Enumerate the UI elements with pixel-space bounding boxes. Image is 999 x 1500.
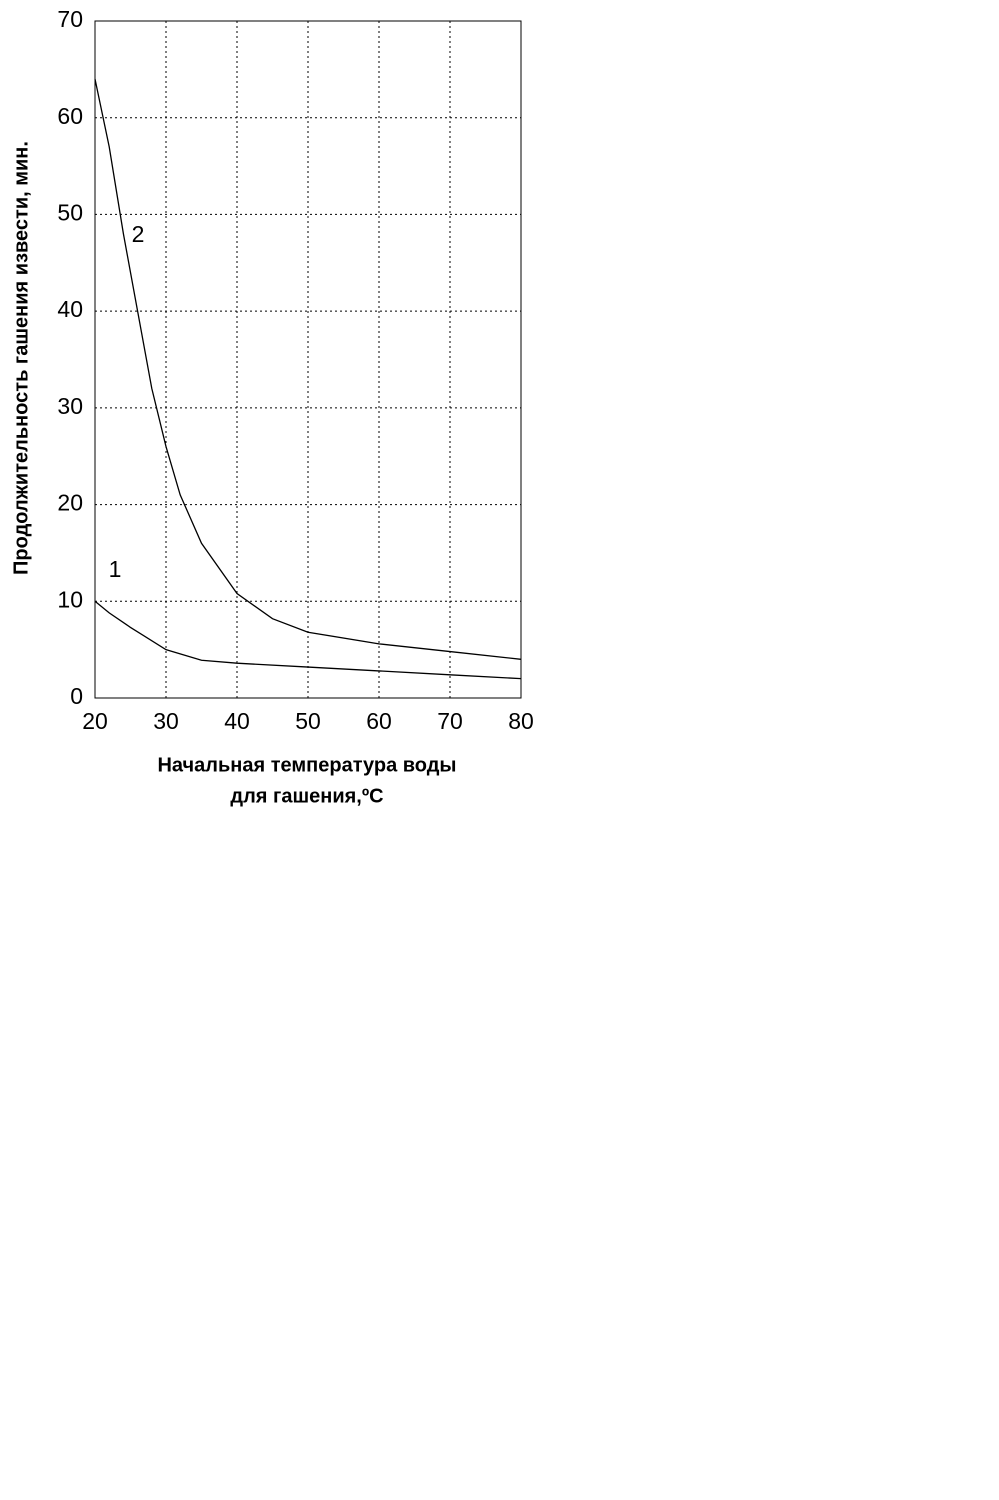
y-tick-label: 0 xyxy=(70,683,83,709)
y-tick-label: 30 xyxy=(57,393,83,419)
y-tick-label: 20 xyxy=(57,490,83,516)
x-tick-label: 40 xyxy=(224,708,250,734)
plot-frame xyxy=(94,20,522,699)
x-tick-label: 70 xyxy=(437,708,463,734)
line xyxy=(94,78,522,660)
x-tick-label: 50 xyxy=(295,708,321,734)
x-tick-label: 80 xyxy=(508,708,534,734)
x-tick-label: 60 xyxy=(366,708,392,734)
line xyxy=(94,600,522,680)
series-label: 2 xyxy=(132,221,145,247)
x-tick-label: 30 xyxy=(153,708,179,734)
y-tick-label: 10 xyxy=(57,586,83,612)
y-axis-label: Продолжительность гашения извести, мин. xyxy=(10,141,32,575)
y-tick-label: 70 xyxy=(57,6,83,32)
x-axis-label: для гашения,ºC xyxy=(230,785,383,807)
x-axis-label: Начальная температура воды xyxy=(157,754,456,776)
y-tick-label: 50 xyxy=(57,200,83,226)
series-label: 1 xyxy=(109,556,122,582)
y-tick-label: 60 xyxy=(57,103,83,129)
x-tick-label: 20 xyxy=(82,708,108,734)
y-tick-label: 40 xyxy=(57,296,83,322)
